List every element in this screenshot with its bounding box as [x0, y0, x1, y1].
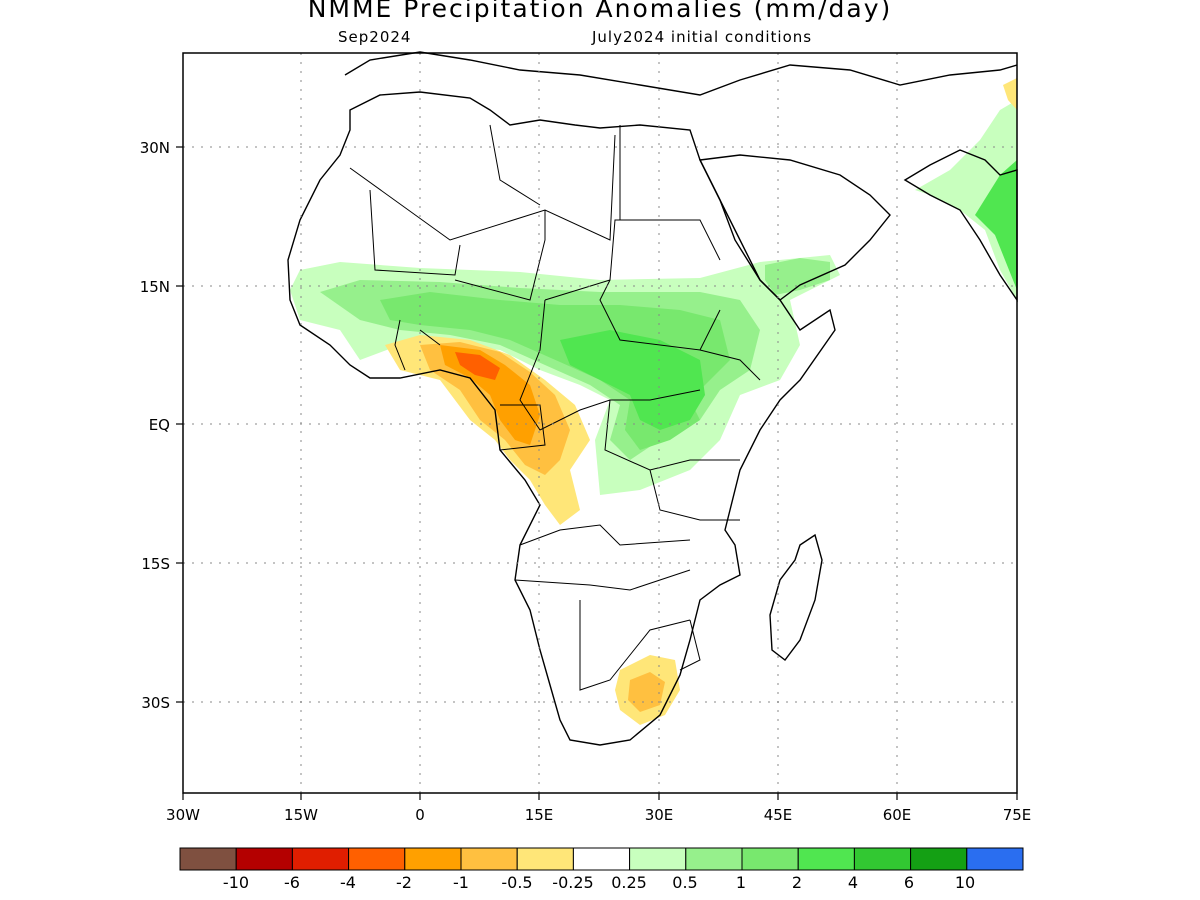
south-asia-yellow	[1003, 78, 1017, 110]
lon-labels: 30W 15W 0 15E 30E 45E 60E 75E	[166, 806, 1031, 824]
colorbar: -10 -6 -4 -2 -1 -0.5 -0.25 0.25 0.5 1 2 …	[179, 847, 1024, 892]
colorbar-label: -0.25	[552, 873, 593, 892]
south-asia-green	[915, 100, 1017, 300]
lat-label: 15N	[140, 278, 170, 296]
lon-label: 60E	[883, 806, 912, 824]
colorbar-swatch	[910, 847, 968, 871]
lat-labels: 30N 15N EQ 15S 30S	[140, 139, 170, 712]
colorbar-swatch	[685, 847, 743, 871]
map-frame	[182, 52, 1018, 794]
colorbar-label: 10	[955, 873, 975, 892]
europe-asia-coast	[344, 51, 1018, 96]
colorbar-label: -4	[340, 873, 356, 892]
africa-coastline	[287, 91, 836, 746]
colorbar-label: -10	[223, 873, 249, 892]
colorbar-swatch	[179, 847, 237, 871]
colorbar-label: 0.25	[611, 873, 647, 892]
anomaly-fields	[290, 78, 1017, 725]
lon-label: 75E	[1003, 806, 1032, 824]
colorbar-label: -2	[396, 873, 412, 892]
colorbar-swatch	[291, 847, 350, 871]
colorbar-label: 2	[792, 873, 802, 892]
colorbar-label: 4	[848, 873, 858, 892]
colorbar-swatch	[235, 847, 293, 871]
colorbar-labels: -10 -6 -4 -2 -1 -0.5 -0.25 0.25 0.5 1 2 …	[223, 873, 975, 892]
colorbar-label: -1	[453, 873, 469, 892]
colorbar-swatch	[966, 847, 1024, 871]
arabia-coastline	[698, 154, 891, 301]
colorbar-swatch	[404, 847, 462, 871]
lon-label: 15W	[284, 806, 318, 824]
colorbar-label: 6	[904, 873, 914, 892]
nigeria-orange-dark	[455, 352, 500, 380]
lat-label: EQ	[149, 416, 170, 434]
colorbar-label: -6	[284, 873, 300, 892]
colorbar-label: -0.5	[501, 873, 532, 892]
arabia-green	[765, 258, 830, 295]
colorbar-swatches	[179, 847, 1024, 871]
east-africa-green-core	[560, 330, 705, 430]
colorbar-swatch	[348, 847, 406, 871]
grid-lines	[183, 53, 1017, 793]
lon-label: 45E	[764, 806, 793, 824]
colorbar-swatch	[572, 847, 631, 871]
colorbar-label: 0.5	[672, 873, 697, 892]
map-area: 30N 15N EQ 15S 30S 30W 15W 0 15E 30E 45E…	[140, 51, 1031, 824]
congo-orange	[440, 345, 540, 445]
colorbar-swatch	[797, 847, 855, 871]
colorbar-swatch	[853, 847, 912, 871]
lon-label: 0	[415, 806, 425, 824]
lon-label: 30W	[166, 806, 200, 824]
lat-label: 30S	[141, 694, 170, 712]
southafrica-orange	[628, 672, 665, 712]
lat-label: 30N	[140, 139, 170, 157]
initial-conditions: July2024 initial conditions	[592, 28, 813, 46]
lon-label: 30E	[645, 806, 674, 824]
colorbar-swatch	[460, 847, 518, 871]
lat-label: 15S	[141, 555, 170, 573]
south-asia-green-strong	[975, 160, 1017, 290]
colorbar-swatch	[741, 847, 799, 871]
colorbar-label: 1	[736, 873, 746, 892]
colorbar-swatch	[629, 847, 687, 871]
tick-marks	[176, 146, 1018, 800]
lon-label: 15E	[525, 806, 554, 824]
colorbar-swatch	[516, 847, 574, 871]
forecast-month: Sep2024	[338, 28, 412, 46]
chart-title: NMME Precipitation Anomalies (mm/day)	[307, 0, 893, 23]
country-borders	[349, 124, 761, 691]
madagascar-coastline	[769, 533, 823, 661]
